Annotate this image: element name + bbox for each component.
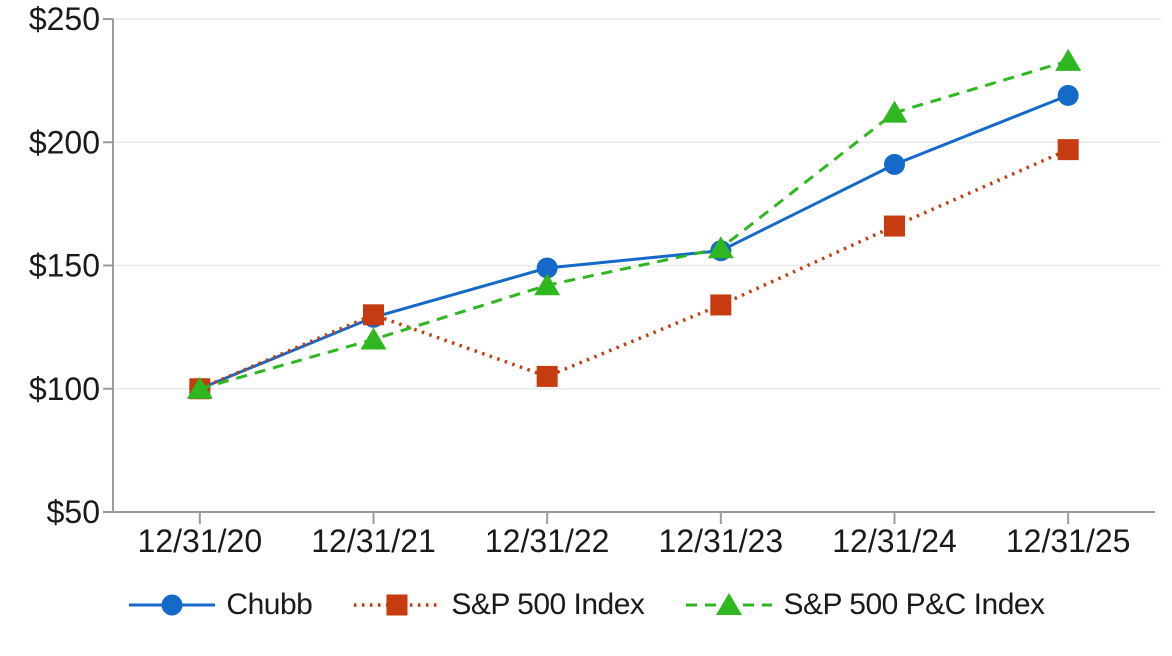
legend-label-sp500-pc: S&P 500 P&C Index	[783, 588, 1045, 621]
data-point-marker-square	[536, 365, 558, 387]
data-point-marker-triangle	[707, 236, 734, 259]
legend-sample-chubb	[129, 594, 216, 616]
data-point-marker-circle	[161, 594, 183, 616]
data-point-marker-triangle	[1055, 48, 1082, 71]
data-point-marker-circle	[1057, 84, 1079, 106]
legend-label-chubb: Chubb	[226, 588, 313, 621]
data-point-marker-square	[1057, 139, 1079, 161]
data-point-marker-triangle	[186, 376, 213, 399]
x-axis-tick-label: 12/31/23	[659, 523, 784, 559]
legend-sample-sp500-pc	[686, 593, 773, 615]
x-axis-tick-label: 12/31/25	[1006, 523, 1131, 559]
data-point-marker-square	[386, 594, 408, 616]
data-point-marker-square	[710, 294, 732, 316]
data-point-marker-circle	[884, 153, 905, 175]
legend-item-sp500: S&P 500 Index	[352, 588, 645, 622]
legend-item-sp500-pc: S&P 500 P&C Index	[684, 588, 1045, 622]
legend-item-chubb: Chubb	[127, 588, 313, 622]
data-point-marker-triangle	[716, 593, 743, 615]
y-axis-tick-label: $250	[29, 1, 100, 37]
y-axis-tick-label: $50	[47, 494, 100, 530]
y-axis-tick-label: $100	[29, 371, 100, 407]
data-point-marker-circle	[536, 257, 558, 279]
x-axis-tick-label: 12/31/22	[485, 523, 610, 559]
data-point-marker-square	[363, 304, 384, 326]
data-point-marker-triangle	[534, 273, 561, 296]
x-axis-tick-label: 12/31/24	[832, 523, 957, 559]
legend-sample-sp500	[354, 594, 441, 616]
series-line-chubb	[199, 94, 1069, 391]
y-axis-tick-label: $200	[29, 124, 100, 160]
data-point-marker-triangle	[360, 327, 387, 350]
y-axis-tick-label: $150	[29, 248, 100, 284]
legend-label-sp500: S&P 500 Index	[451, 588, 645, 621]
chart-legend: Chubb S&P 500 Index S&P 500 P&C Index	[0, 588, 1172, 622]
x-axis-tick-label: 12/31/21	[311, 523, 436, 559]
x-axis-tick-label: 12/31/20	[138, 523, 263, 559]
data-point-marker-square	[884, 215, 905, 237]
data-point-marker-triangle	[881, 100, 908, 123]
series-line-s-p-500-p-c-index	[199, 59, 1069, 391]
